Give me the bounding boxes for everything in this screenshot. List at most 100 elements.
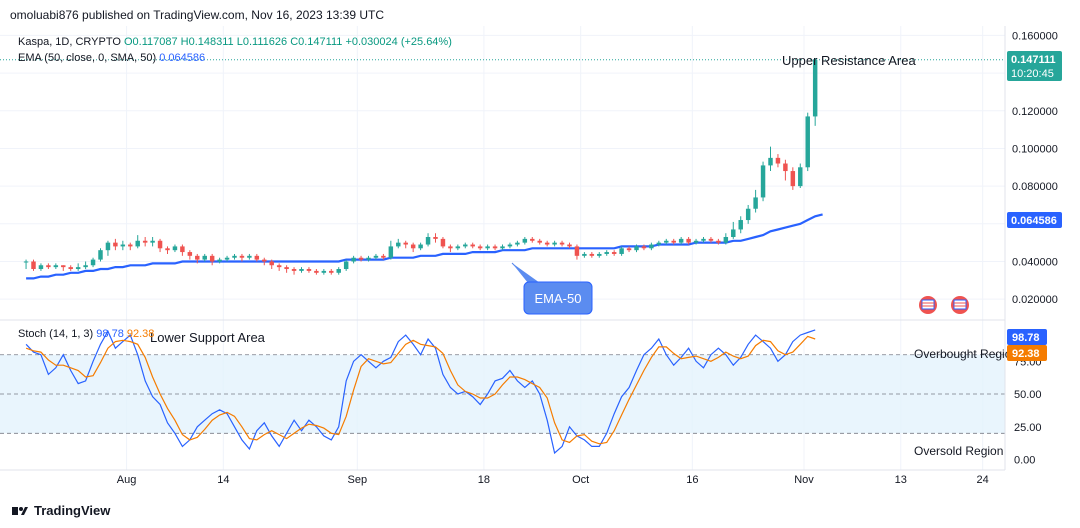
candle-body bbox=[142, 240, 148, 243]
candle-body bbox=[31, 261, 36, 270]
candle-body bbox=[172, 246, 178, 251]
candle-body bbox=[589, 253, 595, 256]
candle-body bbox=[522, 238, 528, 243]
stoch-tick-label: 50.00 bbox=[1014, 389, 1042, 401]
lower-support-label: Lower Support Area bbox=[150, 330, 266, 345]
candle-body bbox=[321, 270, 327, 273]
candle-body bbox=[75, 267, 81, 270]
candle-body bbox=[113, 242, 118, 247]
candle-body bbox=[53, 265, 59, 268]
candle-body bbox=[656, 242, 662, 245]
candle-body bbox=[187, 252, 193, 256]
candle-body bbox=[753, 197, 758, 209]
publisher-line: omoluabi876 published on TradingView.com… bbox=[10, 8, 385, 22]
high-value: H0.148311 bbox=[180, 36, 234, 48]
candle-body bbox=[567, 244, 572, 247]
candle-body bbox=[678, 238, 684, 243]
price-tick-label: 0.160000 bbox=[1012, 30, 1058, 42]
candle-body bbox=[83, 265, 88, 268]
candle-body bbox=[68, 267, 73, 270]
ema-callout-box bbox=[523, 281, 593, 315]
footer-brand[interactable]: TradingView bbox=[12, 503, 110, 518]
candle-body bbox=[768, 157, 773, 166]
candle-body bbox=[783, 163, 788, 172]
candle-body bbox=[150, 240, 155, 243]
candle-body bbox=[329, 270, 334, 273]
ema-badge-value: 0.064586 bbox=[1011, 215, 1057, 227]
candle-body bbox=[812, 59, 818, 117]
candle-body bbox=[269, 261, 274, 266]
candle-body bbox=[314, 270, 319, 273]
candle-body bbox=[530, 238, 535, 241]
time-tick-label: 16 bbox=[686, 474, 698, 486]
time-tick-label: 14 bbox=[217, 474, 229, 486]
candle-body bbox=[239, 255, 245, 258]
candle-body bbox=[559, 242, 565, 245]
candle-body bbox=[574, 246, 580, 256]
candle-body bbox=[299, 269, 304, 271]
candle-body bbox=[485, 246, 490, 249]
price-tick-label: 0.040000 bbox=[1012, 256, 1058, 268]
candle-body bbox=[165, 248, 170, 251]
candle-body bbox=[448, 246, 453, 249]
ema-badge bbox=[1007, 212, 1062, 228]
stoch-lines-group bbox=[25, 329, 816, 455]
candle-body bbox=[232, 255, 237, 258]
candle-body bbox=[105, 242, 111, 251]
candle-body bbox=[403, 242, 408, 245]
stoch-d-badge-value: 92.38 bbox=[1012, 348, 1040, 360]
candle-body bbox=[507, 244, 513, 247]
time-tick-label: 13 bbox=[895, 474, 907, 486]
candle-body bbox=[381, 255, 386, 258]
time-tick-label: Oct bbox=[572, 474, 589, 486]
candle-body bbox=[284, 267, 289, 270]
time-tick-label: 18 bbox=[478, 474, 490, 486]
candle-body bbox=[790, 171, 796, 187]
candle-body bbox=[46, 265, 51, 268]
ema-legend[interactable]: EMA (50, close, 0, SMA, 50) 0.064586 bbox=[18, 52, 205, 64]
candle-body bbox=[180, 246, 185, 253]
candle-body bbox=[336, 269, 341, 273]
open-value: O0.117087 bbox=[123, 36, 178, 48]
candle-body bbox=[492, 246, 498, 249]
candle-body bbox=[396, 242, 401, 247]
candle-body bbox=[805, 116, 810, 168]
close-value: C0.147111 bbox=[290, 36, 343, 48]
ema-50-line bbox=[26, 213, 823, 280]
candle-body bbox=[262, 259, 267, 262]
stoch-legend[interactable]: Stoch (14, 1, 3) 98.78 92.38 bbox=[18, 328, 154, 340]
candle-body bbox=[291, 269, 297, 271]
candle-body bbox=[343, 261, 349, 270]
candle-body bbox=[358, 257, 364, 260]
candle-body bbox=[641, 246, 647, 249]
symbol-legend[interactable]: Kaspa, 1D, CRYPTO O0.117087 H0.148311 L0… bbox=[18, 36, 452, 48]
candle-body bbox=[135, 240, 140, 247]
stoch-band-fill bbox=[0, 354, 1005, 434]
stoch-k-legend-value: 98.78 bbox=[96, 328, 124, 340]
stoch-tick-label: 0.00 bbox=[1014, 455, 1035, 467]
candle-body bbox=[90, 259, 96, 266]
price-tick-label: 0.100000 bbox=[1012, 143, 1058, 155]
candle-body bbox=[634, 246, 639, 251]
candle-body bbox=[61, 265, 66, 268]
us-event-flag-icon[interactable] bbox=[919, 296, 937, 314]
candle-body bbox=[477, 246, 483, 249]
candle-body bbox=[254, 255, 260, 260]
candle-body bbox=[649, 244, 654, 249]
last-price-value: 0.147111 bbox=[1011, 54, 1056, 66]
time-tick-label: Nov bbox=[794, 474, 814, 486]
ema-callout-text: EMA-50 bbox=[535, 291, 582, 306]
y-axis-labels: 0.1600000.1400000.1200000.1000000.080000… bbox=[1012, 30, 1058, 466]
candle-body bbox=[366, 257, 371, 260]
stoch-tick-label: 25.00 bbox=[1014, 422, 1042, 434]
stoch-k-line bbox=[25, 329, 816, 455]
candle-body bbox=[611, 252, 617, 254]
symbol-name: Kaspa, 1D, CRYPTO bbox=[18, 36, 121, 48]
stoch-k-badge-value: 98.78 bbox=[1012, 332, 1040, 344]
candle-body bbox=[552, 242, 557, 245]
candle-body bbox=[157, 240, 163, 249]
x-axis-labels: Aug 14 Sep 18 Oct 16 Nov 13 24 bbox=[117, 474, 989, 486]
time-tick-label: Aug bbox=[117, 474, 137, 486]
us-event-flag-icon[interactable] bbox=[951, 296, 969, 314]
candle-body bbox=[701, 238, 706, 241]
